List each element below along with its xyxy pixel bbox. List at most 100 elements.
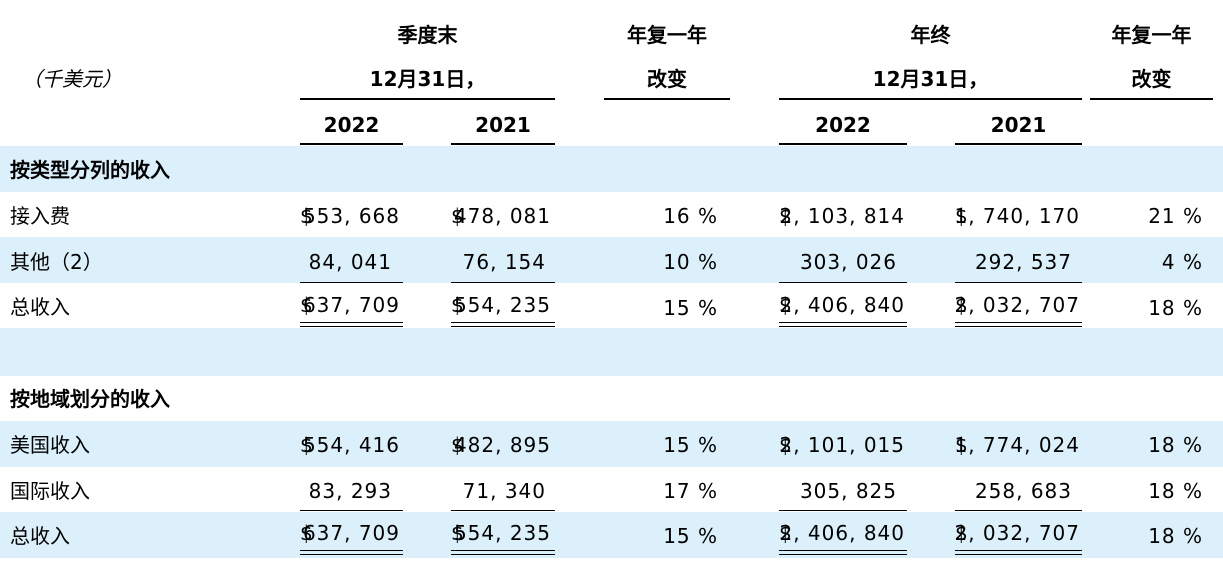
- currency-symbol: $: [955, 433, 969, 457]
- total-double-rule: [451, 322, 555, 327]
- subtotal-rule: [300, 282, 403, 283]
- value: 554, 416: [302, 433, 400, 457]
- cell-total1-ychg: 18 %: [1148, 296, 1203, 320]
- quarter-date-header: 12月31日，: [369, 67, 486, 91]
- row-band-section-type: [0, 146, 1223, 192]
- section-title-by-region: 按地域划分的收入: [10, 387, 170, 411]
- cell-total2-q2021: $554, 235: [451, 520, 551, 546]
- year-group-header: 年终: [910, 23, 951, 47]
- cell-us-q2021: $482, 895: [451, 432, 551, 458]
- total-double-rule: [300, 322, 403, 327]
- currency-symbol: $: [451, 293, 465, 317]
- currency-symbol: $: [300, 293, 314, 317]
- value: 554, 235: [453, 293, 551, 317]
- cell-us-y2022: $2, 101, 015: [779, 432, 905, 458]
- value: 2, 406, 840: [779, 293, 905, 317]
- value: 292, 537: [974, 250, 1072, 274]
- subtotal-rule: [451, 510, 555, 511]
- currency-symbol: $: [779, 204, 793, 228]
- col-header-y2022: 2022: [815, 113, 871, 137]
- subtotal-rule: [451, 282, 555, 283]
- col-header-y2021: 2021: [990, 113, 1047, 137]
- cell-total2-y2022: $2, 406, 840: [779, 520, 905, 546]
- value: 71, 340: [462, 479, 546, 503]
- value: 76, 154: [462, 250, 546, 274]
- cell-access-fee-qchg: 16 %: [663, 204, 718, 228]
- value: 2, 406, 840: [779, 521, 905, 545]
- value: 2, 032, 707: [954, 293, 1080, 317]
- cell-total1-q2022: $637, 709: [300, 292, 400, 318]
- col-rule-q2021: [451, 143, 555, 145]
- cell-intl-y2021: 258, 683: [955, 478, 1072, 504]
- cell-total1-y2022: $2, 406, 840: [779, 292, 905, 318]
- row-label-access-fee: 接入费: [10, 204, 70, 228]
- total-double-rule: [451, 550, 555, 555]
- cell-us-q2022: $554, 416: [300, 432, 400, 458]
- value: 2, 103, 814: [779, 204, 905, 228]
- cell-other-q2022: 84, 041: [300, 249, 392, 275]
- cell-intl-y2022: 305, 825: [779, 478, 897, 504]
- cell-intl-qchg: 17 %: [663, 479, 718, 503]
- currency-symbol: $: [451, 521, 465, 545]
- yoy-year-header-line1: 年复一年: [1111, 23, 1192, 47]
- currency-symbol: $: [300, 521, 314, 545]
- cell-other-y2022: 303, 026: [779, 249, 897, 275]
- cell-access-fee-y2021: $1, 740, 170: [954, 203, 1080, 229]
- subtotal-rule: [779, 282, 907, 283]
- cell-intl-q2021: 71, 340: [451, 478, 546, 504]
- row-label-intl: 国际收入: [10, 479, 90, 503]
- subtotal-rule: [955, 282, 1082, 283]
- total-double-rule: [300, 550, 403, 555]
- subtotal-rule: [955, 510, 1082, 511]
- yoy-quarter-header-line2: 改变: [647, 67, 687, 91]
- col-rule-q2022: [300, 143, 403, 145]
- col-rule-y2022: [779, 143, 907, 145]
- total-double-rule: [955, 550, 1082, 555]
- cell-other-qchg: 10 %: [663, 250, 718, 274]
- currency-symbol: $: [955, 204, 969, 228]
- subtotal-rule: [779, 510, 907, 511]
- row-band-spacer: [0, 328, 1223, 376]
- total-double-rule: [779, 550, 907, 555]
- value: 2, 101, 015: [779, 433, 905, 457]
- currency-symbol: $: [451, 433, 465, 457]
- cell-other-ychg: 4 %: [1161, 250, 1203, 274]
- value: 482, 895: [453, 433, 551, 457]
- col-header-q2022: 2022: [323, 113, 380, 137]
- yoy-quarter-rule: [604, 98, 730, 100]
- cell-access-fee-ychg: 21 %: [1148, 204, 1203, 228]
- year-group-rule: [779, 98, 1082, 100]
- currency-symbol: $: [779, 521, 793, 545]
- year-date-header: 12月31日，: [872, 67, 989, 91]
- cell-total1-qchg: 15 %: [663, 296, 718, 320]
- currency-symbol: $: [779, 433, 793, 457]
- value: 83, 293: [308, 479, 392, 503]
- cell-total1-q2021: $554, 235: [451, 292, 551, 318]
- row-label-total-by-type: 总收入: [10, 295, 70, 319]
- unit-label: （千美元）: [22, 67, 122, 91]
- currency-symbol: $: [955, 521, 969, 545]
- cell-us-y2021: $1, 774, 024: [954, 432, 1080, 458]
- cell-total1-y2021: $2, 032, 707: [954, 292, 1080, 318]
- total-double-rule: [955, 322, 1082, 327]
- cell-intl-q2022: 83, 293: [300, 478, 392, 504]
- value: 637, 709: [302, 521, 400, 545]
- value: 637, 709: [302, 293, 400, 317]
- cell-total2-ychg: 18 %: [1148, 524, 1203, 548]
- cell-us-ychg: 18 %: [1148, 433, 1203, 457]
- section-title-by-type: 按类型分列的收入: [10, 158, 170, 182]
- currency-symbol: $: [451, 204, 465, 228]
- quarter-group-rule: [300, 98, 555, 100]
- row-label-us: 美国收入: [10, 433, 90, 457]
- col-header-q2021: 2021: [475, 113, 531, 137]
- value: 258, 683: [974, 479, 1072, 503]
- cell-intl-ychg: 18 %: [1148, 479, 1203, 503]
- value: 305, 825: [799, 479, 897, 503]
- value: 553, 668: [302, 204, 400, 228]
- cell-us-qchg: 15 %: [663, 433, 718, 457]
- cell-total2-y2021: $2, 032, 707: [954, 520, 1080, 546]
- value: 478, 081: [453, 204, 551, 228]
- cell-access-fee-q2021: $478, 081: [451, 203, 551, 229]
- value: 2, 032, 707: [954, 521, 1080, 545]
- col-rule-y2021: [955, 143, 1082, 145]
